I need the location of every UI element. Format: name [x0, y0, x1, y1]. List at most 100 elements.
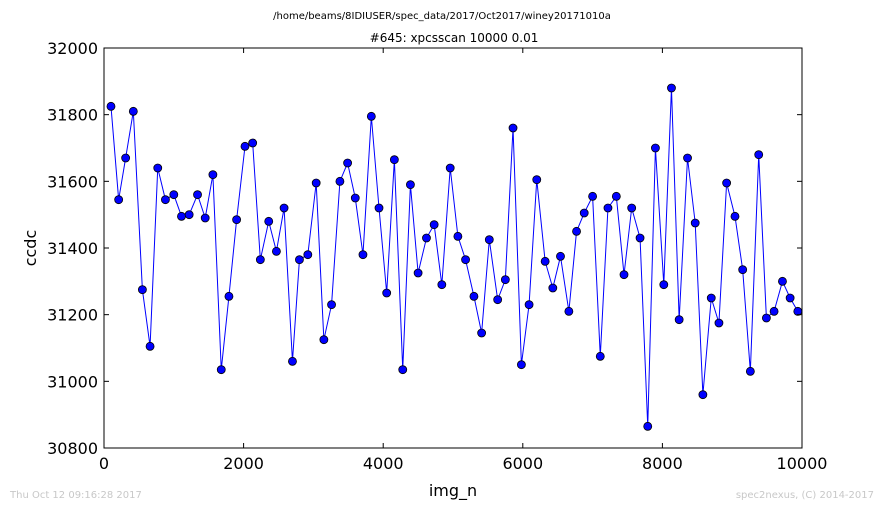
data-point — [745, 366, 755, 376]
data-point — [303, 250, 313, 260]
data-point — [358, 250, 368, 260]
y-tick-label: 31600 — [47, 172, 98, 191]
data-point — [350, 193, 360, 203]
data-point — [255, 255, 265, 265]
data-point — [366, 111, 376, 121]
data-point — [762, 313, 771, 323]
y-tick-label: 31200 — [47, 306, 98, 325]
data-point — [548, 283, 558, 293]
data-point — [778, 276, 787, 286]
data-point — [500, 275, 510, 285]
data-point — [532, 175, 542, 185]
data-point — [121, 153, 131, 163]
data-point — [429, 220, 439, 230]
y-tick-label: 31400 — [47, 239, 98, 258]
data-point — [595, 351, 605, 361]
data-point — [114, 195, 124, 205]
data-point — [674, 315, 684, 325]
data-point — [240, 141, 250, 151]
data-point — [730, 211, 740, 221]
data-point — [406, 180, 415, 190]
data-point — [437, 280, 447, 290]
data-point — [706, 293, 716, 303]
x-tick-label: 6000 — [502, 454, 543, 473]
data-point — [635, 233, 645, 243]
data-point — [311, 178, 321, 188]
data-point — [540, 256, 550, 266]
data-point — [224, 291, 234, 301]
data-point — [216, 365, 226, 375]
data-point — [128, 106, 138, 116]
plot-area: 0 2000 4000 6000 8000 10000 30800 31000 31200 314… — [47, 39, 827, 473]
x-tick-label: 4000 — [363, 454, 404, 473]
data-point — [193, 190, 202, 200]
data-point — [484, 235, 494, 245]
x-axis-label: img_n — [429, 481, 477, 501]
data-point — [683, 153, 692, 163]
data-point — [508, 123, 518, 133]
y-tick-label: 32000 — [47, 39, 98, 58]
data-point — [556, 251, 565, 261]
data-point — [169, 190, 179, 200]
data-point — [137, 285, 147, 295]
data-point — [200, 213, 210, 223]
data-point — [785, 293, 795, 303]
data-point — [413, 268, 423, 278]
series-group — [106, 83, 802, 431]
data-point — [288, 356, 297, 366]
data-point — [106, 101, 116, 111]
data-point — [335, 176, 345, 186]
x-tick-label: 10000 — [777, 454, 828, 473]
data-point — [469, 291, 479, 301]
data-point — [398, 365, 408, 375]
data-point — [279, 203, 289, 213]
data-point — [232, 215, 242, 225]
data-point — [659, 280, 669, 290]
data-point — [714, 318, 724, 328]
y-tick-label: 31000 — [47, 372, 98, 391]
ticks-group: 0 2000 4000 6000 8000 10000 30800 31000 31200 314… — [47, 39, 827, 473]
data-point — [319, 335, 329, 345]
data-point — [153, 163, 163, 173]
data-point — [769, 306, 779, 316]
data-point — [184, 210, 194, 220]
x-tick-label: 8000 — [642, 454, 683, 473]
y-tick-label: 30800 — [47, 439, 98, 458]
data-point — [524, 300, 534, 310]
data-point — [248, 138, 258, 148]
data-point — [603, 203, 613, 213]
data-point — [722, 178, 732, 188]
footer-credit: spec2nexus, (C) 2014-2017 — [736, 490, 874, 501]
data-point — [445, 163, 455, 173]
data-point — [453, 231, 463, 241]
data-point — [698, 390, 708, 400]
data-point — [461, 255, 470, 265]
data-point — [667, 83, 676, 93]
data-point — [611, 191, 621, 201]
data-point — [264, 216, 274, 226]
series-line — [110, 87, 799, 427]
data-point — [690, 218, 700, 228]
data-point — [389, 155, 399, 165]
data-point — [588, 191, 597, 201]
data-point — [422, 233, 431, 243]
axes-frame — [103, 47, 803, 449]
data-point — [651, 143, 660, 153]
data-point — [619, 270, 629, 280]
footer-timestamp: Thu Oct 12 09:16:28 2017 — [9, 490, 142, 501]
chart-suptitle: /home/beams/8IDIUSER/spec_data/2017/Oct2… — [273, 11, 611, 22]
data-point — [343, 158, 353, 168]
data-point — [754, 150, 764, 160]
data-point — [572, 226, 581, 236]
data-point — [627, 203, 637, 213]
data-point — [564, 306, 574, 316]
data-point — [374, 203, 384, 213]
y-axis-label: ccdc — [21, 230, 40, 267]
x-tick-label: 2000 — [223, 454, 264, 473]
data-point — [382, 288, 392, 298]
data-point — [295, 255, 304, 265]
data-point — [643, 421, 653, 431]
data-point — [177, 211, 186, 221]
data-point — [493, 295, 503, 305]
